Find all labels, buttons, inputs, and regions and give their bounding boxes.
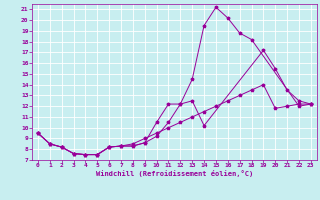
X-axis label: Windchill (Refroidissement éolien,°C): Windchill (Refroidissement éolien,°C) <box>96 170 253 177</box>
